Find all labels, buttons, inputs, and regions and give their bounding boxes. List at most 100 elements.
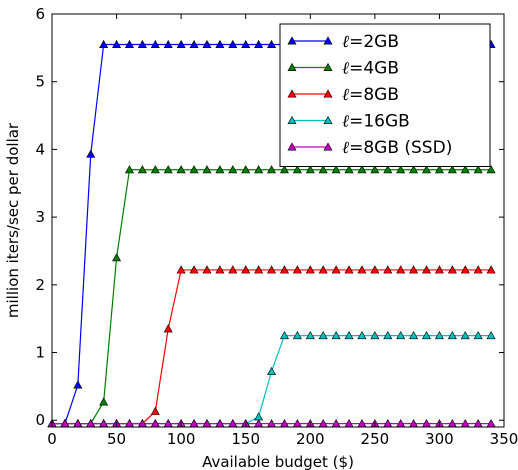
data-point bbox=[396, 265, 406, 274]
data-point bbox=[357, 330, 367, 340]
x-tick-label: 200 bbox=[296, 430, 325, 448]
data-point bbox=[176, 165, 186, 174]
data-point bbox=[409, 165, 419, 174]
data-point bbox=[254, 412, 264, 421]
data-point bbox=[434, 330, 444, 340]
x-tick-label: 350 bbox=[490, 430, 518, 448]
data-point bbox=[279, 330, 289, 340]
data-point bbox=[176, 39, 186, 48]
axis-ticks: 0 50 100 150 200 250 300 350 0 1 2 3 4 5 6 bbox=[35, 5, 518, 448]
legend-marker bbox=[287, 115, 297, 124]
legend: ℓ=2GB ℓ=4GB ℓ=8GB ℓ=16GB ℓ=8GB (SSD) bbox=[279, 23, 491, 167]
data-point bbox=[396, 330, 406, 340]
series-4 bbox=[47, 330, 496, 428]
data-point bbox=[99, 39, 109, 48]
data-point bbox=[305, 165, 315, 174]
data-point bbox=[357, 265, 367, 274]
data-point bbox=[460, 165, 470, 174]
data-point bbox=[344, 265, 354, 274]
data-point bbox=[396, 165, 406, 174]
data-point bbox=[228, 265, 238, 274]
x-tick-label: 150 bbox=[231, 430, 260, 448]
data-point bbox=[370, 330, 380, 340]
data-point bbox=[344, 330, 354, 340]
series-3 bbox=[47, 265, 496, 428]
data-point bbox=[318, 330, 328, 340]
data-point bbox=[331, 265, 341, 274]
data-point bbox=[305, 265, 315, 274]
data-point bbox=[267, 366, 277, 375]
data-point bbox=[163, 165, 173, 174]
data-point bbox=[305, 330, 315, 340]
data-point bbox=[370, 165, 380, 174]
data-point bbox=[189, 39, 199, 48]
legend-marker bbox=[287, 89, 297, 98]
data-point bbox=[447, 265, 457, 274]
x-tick-label: 300 bbox=[425, 430, 454, 448]
data-point bbox=[409, 265, 419, 274]
legend-label: ℓ=2GB bbox=[342, 32, 399, 52]
data-point bbox=[460, 265, 470, 274]
y-tick-label: 3 bbox=[35, 208, 45, 226]
data-point bbox=[292, 330, 302, 340]
series-line bbox=[52, 269, 492, 425]
data-point bbox=[447, 330, 457, 340]
data-point bbox=[267, 265, 277, 274]
data-point bbox=[241, 265, 251, 274]
data-point bbox=[318, 165, 328, 174]
legend-label: ℓ=4GB bbox=[342, 59, 399, 79]
legend-marker bbox=[287, 62, 297, 71]
data-point bbox=[202, 265, 212, 274]
plot-area-frame bbox=[51, 13, 505, 428]
x-axis-label: Available budget ($) bbox=[202, 453, 354, 470]
legend-marker bbox=[287, 142, 297, 151]
data-point bbox=[409, 330, 419, 340]
data-point bbox=[473, 165, 483, 174]
data-point bbox=[124, 165, 134, 174]
series-line bbox=[52, 334, 492, 425]
legend-marker bbox=[323, 62, 333, 71]
data-point bbox=[279, 165, 289, 174]
legend-label: ℓ=8GB bbox=[342, 85, 399, 105]
data-point bbox=[137, 39, 147, 48]
data-point bbox=[202, 39, 212, 48]
data-point bbox=[241, 165, 251, 174]
data-point bbox=[254, 265, 264, 274]
data-point bbox=[99, 397, 109, 406]
data-point bbox=[150, 39, 160, 48]
data-point bbox=[383, 165, 393, 174]
data-point bbox=[486, 165, 496, 174]
data-point bbox=[215, 39, 225, 48]
data-point bbox=[267, 165, 277, 174]
data-point bbox=[486, 330, 496, 340]
data-point bbox=[176, 265, 186, 274]
legend-marker bbox=[323, 36, 333, 45]
data-point bbox=[447, 165, 457, 174]
data-point bbox=[267, 39, 277, 48]
y-tick-label: 4 bbox=[35, 140, 45, 158]
data-point bbox=[137, 165, 147, 174]
data-point bbox=[124, 39, 134, 48]
y-tick-label: 0 bbox=[35, 411, 45, 429]
data-point bbox=[150, 406, 160, 415]
legend-entry: ℓ=16GB bbox=[287, 112, 410, 132]
series-5 bbox=[47, 418, 496, 428]
series-2 bbox=[47, 165, 496, 428]
data-point bbox=[163, 324, 173, 333]
y-tick-label: 6 bbox=[35, 5, 45, 23]
data-point bbox=[292, 165, 302, 174]
legend-label: ℓ=8GB (SSD) bbox=[342, 138, 452, 158]
data-point bbox=[331, 165, 341, 174]
x-tick-label: 100 bbox=[167, 430, 196, 448]
data-point bbox=[318, 265, 328, 274]
data-point bbox=[254, 165, 264, 174]
legend-marker bbox=[323, 89, 333, 98]
data-point bbox=[215, 265, 225, 274]
data-point bbox=[241, 39, 251, 48]
data-point bbox=[422, 165, 432, 174]
legend-entry: ℓ=8GB bbox=[287, 85, 399, 105]
series-layer bbox=[47, 39, 496, 428]
data-point bbox=[112, 39, 122, 48]
data-point bbox=[189, 265, 199, 274]
